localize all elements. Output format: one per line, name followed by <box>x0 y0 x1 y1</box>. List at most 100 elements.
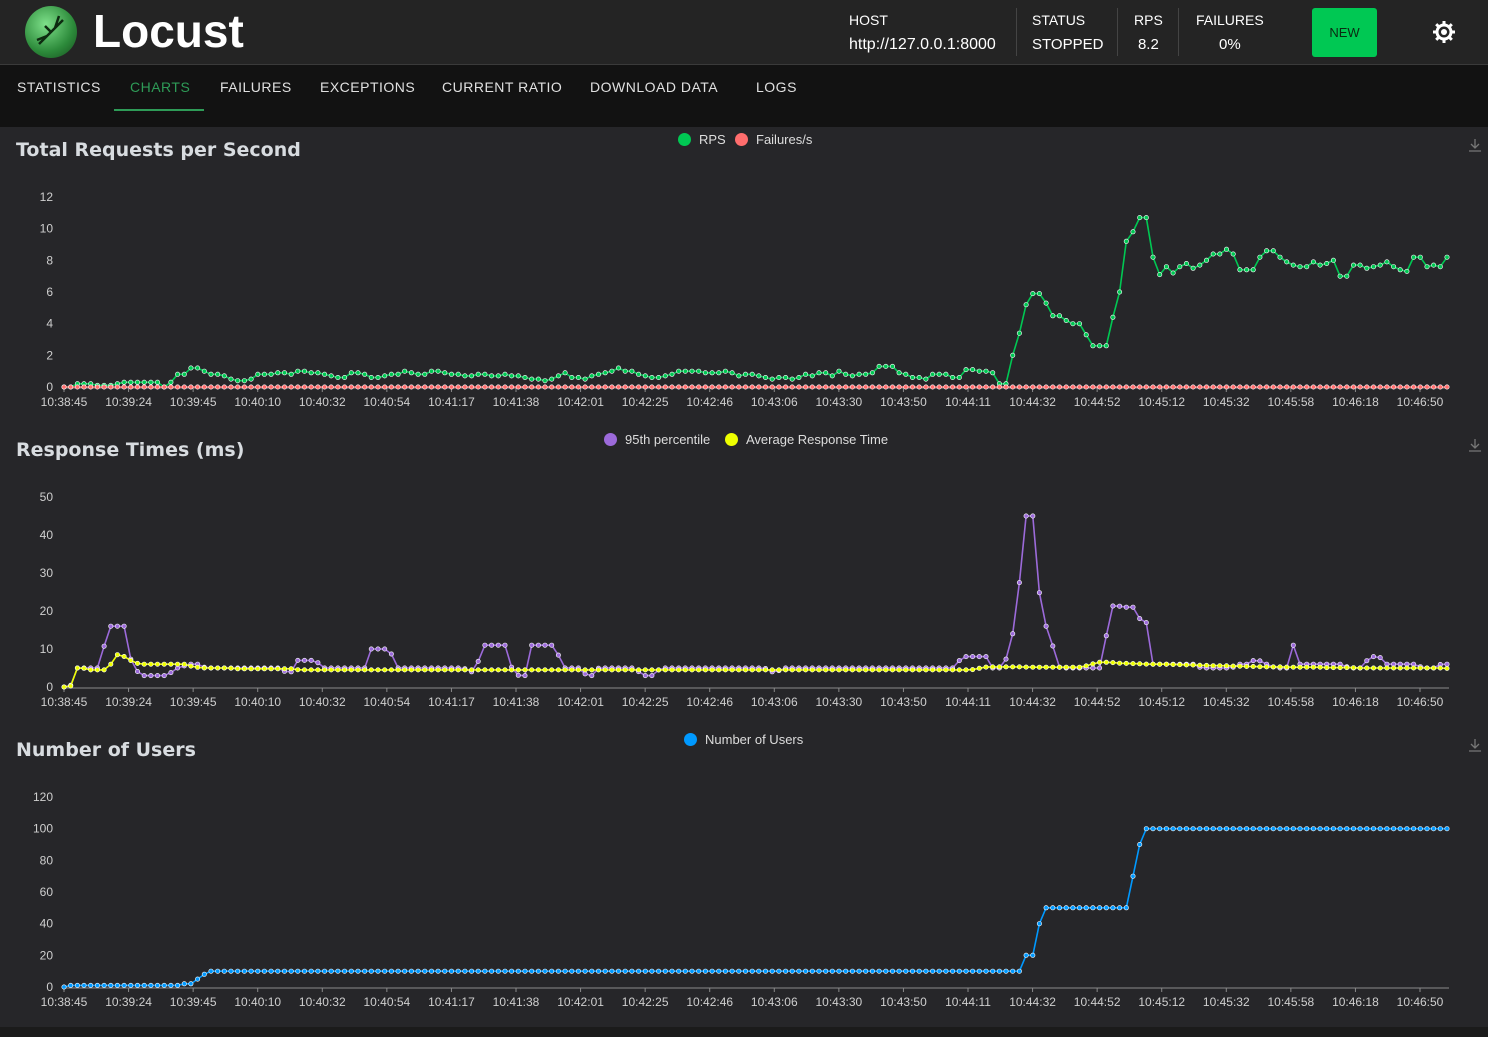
rps-point[interactable] <box>1284 259 1290 265</box>
rps-point[interactable] <box>676 368 682 374</box>
users-point[interactable] <box>502 968 508 974</box>
failures-point[interactable] <box>1284 384 1290 390</box>
avg-point[interactable] <box>803 667 809 673</box>
users-point[interactable] <box>435 968 441 974</box>
rps-point[interactable] <box>482 371 488 377</box>
failures-point[interactable] <box>689 384 695 390</box>
users-point[interactable] <box>1391 826 1397 832</box>
users-point[interactable] <box>816 968 822 974</box>
rps-point[interactable] <box>1043 300 1049 306</box>
rps-point[interactable] <box>983 368 989 374</box>
failures-point[interactable] <box>642 384 648 390</box>
users-point[interactable] <box>595 968 601 974</box>
users-point[interactable] <box>1404 826 1410 832</box>
rps-point[interactable] <box>729 370 735 376</box>
p95-point[interactable] <box>1130 604 1136 610</box>
failures-point[interactable] <box>1377 384 1383 390</box>
p95-point[interactable] <box>1016 580 1022 586</box>
rps-point[interactable] <box>1103 343 1109 349</box>
rps-point[interactable] <box>1036 291 1042 297</box>
users-point[interactable] <box>656 968 662 974</box>
rps-point[interactable] <box>255 371 261 377</box>
users-point[interactable] <box>1023 952 1029 958</box>
legend-item-users[interactable]: Number of Users <box>684 732 803 747</box>
avg-point[interactable] <box>1130 661 1136 667</box>
users-point[interactable] <box>796 968 802 974</box>
avg-point[interactable] <box>849 667 855 673</box>
avg-point[interactable] <box>863 667 869 673</box>
avg-point[interactable] <box>1063 664 1069 670</box>
users-point[interactable] <box>295 968 301 974</box>
users-point[interactable] <box>261 968 267 974</box>
rps-point[interactable] <box>322 371 328 377</box>
rps-point[interactable] <box>722 368 728 374</box>
avg-point[interactable] <box>1023 664 1029 670</box>
avg-point[interactable] <box>909 667 915 673</box>
users-point[interactable] <box>582 968 588 974</box>
users-point[interactable] <box>843 968 849 974</box>
p95-point[interactable] <box>1050 643 1056 649</box>
rps-point[interactable] <box>1424 264 1430 270</box>
failures-point[interactable] <box>188 384 194 390</box>
rps-point[interactable] <box>422 371 428 377</box>
avg-point[interactable] <box>295 667 301 673</box>
avg-point[interactable] <box>1237 663 1243 669</box>
failures-point[interactable] <box>308 384 314 390</box>
avg-point[interactable] <box>1290 664 1296 670</box>
avg-point[interactable] <box>382 667 388 673</box>
users-point[interactable] <box>535 968 541 974</box>
users-point[interactable] <box>1364 826 1370 832</box>
rps-point[interactable] <box>1030 291 1036 297</box>
avg-point[interactable] <box>916 667 922 673</box>
avg-point[interactable] <box>1437 665 1443 671</box>
avg-point[interactable] <box>181 661 187 667</box>
avg-point[interactable] <box>1364 665 1370 671</box>
rps-point[interactable] <box>281 370 287 376</box>
rps-point[interactable] <box>535 376 541 382</box>
rps-point[interactable] <box>1083 332 1089 338</box>
avg-point[interactable] <box>1117 660 1123 666</box>
rps-point[interactable] <box>522 375 528 381</box>
failures-point[interactable] <box>1244 384 1250 390</box>
avg-point[interactable] <box>1217 663 1223 669</box>
rps-point[interactable] <box>135 379 141 385</box>
p95-point[interactable] <box>963 654 969 660</box>
avg-point[interactable] <box>729 667 735 673</box>
avg-point[interactable] <box>1097 659 1103 665</box>
failures-point[interactable] <box>469 384 475 390</box>
failures-point[interactable] <box>696 384 702 390</box>
avg-point[interactable] <box>148 661 154 667</box>
users-point[interactable] <box>1030 952 1036 958</box>
avg-point[interactable] <box>1377 665 1383 671</box>
p95-point[interactable] <box>495 642 501 648</box>
rps-point[interactable] <box>903 371 909 377</box>
rps-point[interactable] <box>1270 248 1276 254</box>
failures-point[interactable] <box>1444 384 1450 390</box>
avg-point[interactable] <box>756 667 762 673</box>
users-point[interactable] <box>1224 826 1230 832</box>
failures-point[interactable] <box>1397 384 1403 390</box>
avg-point[interactable] <box>1030 664 1036 670</box>
avg-point[interactable] <box>362 667 368 673</box>
avg-point[interactable] <box>368 667 374 673</box>
p95-point[interactable] <box>1143 620 1149 626</box>
avg-point[interactable] <box>241 666 247 672</box>
avg-point[interactable] <box>1330 665 1336 671</box>
users-point[interactable] <box>355 968 361 974</box>
users-point[interactable] <box>769 968 775 974</box>
rps-point[interactable] <box>248 376 254 382</box>
failures-point[interactable] <box>903 384 909 390</box>
avg-point[interactable] <box>1010 664 1016 670</box>
rps-point[interactable] <box>696 368 702 374</box>
users-point[interactable] <box>896 968 902 974</box>
rps-point[interactable] <box>1344 273 1350 279</box>
failures-point[interactable] <box>428 384 434 390</box>
failures-point[interactable] <box>936 384 942 390</box>
users-point[interactable] <box>1337 826 1343 832</box>
avg-point[interactable] <box>248 666 254 672</box>
users-point[interactable] <box>562 968 568 974</box>
failures-point[interactable] <box>1010 384 1016 390</box>
p95-point[interactable] <box>1377 655 1383 661</box>
users-point[interactable] <box>108 982 114 988</box>
avg-point[interactable] <box>829 667 835 673</box>
